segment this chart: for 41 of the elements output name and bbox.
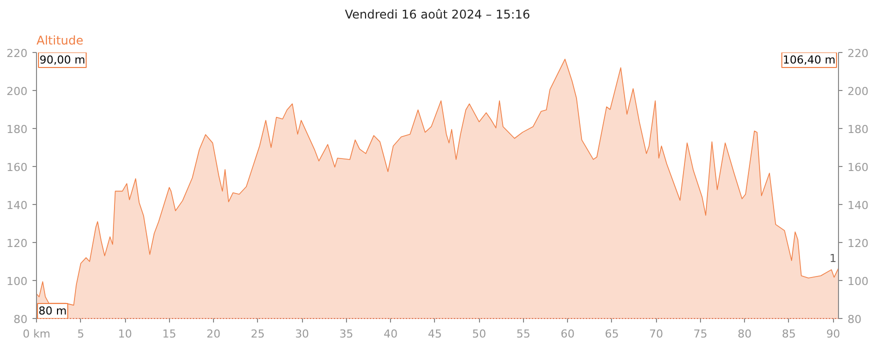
y2-tick-label: 80 xyxy=(848,313,862,326)
y2-tick-label: 100 xyxy=(848,275,868,288)
x-tick-label: 60 xyxy=(560,328,575,340)
y-tick-label: 220 xyxy=(6,47,28,60)
annotation: 80 m xyxy=(38,304,67,318)
annotation: 106,40 m xyxy=(782,54,836,66)
x-tick-label: 30 xyxy=(295,328,310,340)
x-tick-label: 35 xyxy=(339,328,354,340)
y-tick-label: 200 xyxy=(6,85,28,98)
x-tick-label: 50 xyxy=(472,328,486,340)
x-tick-label: 15 xyxy=(162,328,176,340)
y2-tick-label: 120 xyxy=(848,237,868,250)
x-tick-label: 85 xyxy=(782,328,796,340)
y-tick-label: 140 xyxy=(6,199,28,212)
x-tick-label: 40 xyxy=(384,328,398,340)
x-tick-label: 25 xyxy=(250,328,265,340)
y-tick-label: 80 xyxy=(14,313,28,326)
y-tick-label: 120 xyxy=(6,237,28,250)
y2-tick-label: 140 xyxy=(848,199,868,212)
y-axis-title: Altitude xyxy=(36,34,84,48)
y-tick-label: 100 xyxy=(6,275,28,288)
y-tick-label: 180 xyxy=(6,123,28,136)
x-tick-label: 20 xyxy=(206,328,221,340)
x-tick-label: 65 xyxy=(604,328,619,340)
annotation: 90,00 m xyxy=(40,54,86,66)
annotation: 1 xyxy=(830,252,836,266)
y-tick-label: 160 xyxy=(6,161,28,174)
chart-title: Vendredi 16 août 2024 – 15:16 xyxy=(344,8,530,22)
x-tick-label: 55 xyxy=(516,328,530,340)
x-tick-label: 80 xyxy=(738,328,752,340)
x-tick-label: 45 xyxy=(428,328,442,340)
y2-tick-label: 200 xyxy=(848,85,868,98)
x-tick-label: 10 xyxy=(118,328,132,340)
x-tick-label: 5 xyxy=(77,328,84,340)
y2-tick-label: 180 xyxy=(848,123,868,136)
y2-tick-label: 220 xyxy=(848,47,868,60)
y2-tick-label: 160 xyxy=(848,161,868,174)
x-tick-label: 70 xyxy=(649,328,664,340)
x-tick-label: 90 xyxy=(826,328,840,340)
x-tick-label: 75 xyxy=(693,328,708,340)
x-tick-label: 0 km xyxy=(22,328,50,340)
